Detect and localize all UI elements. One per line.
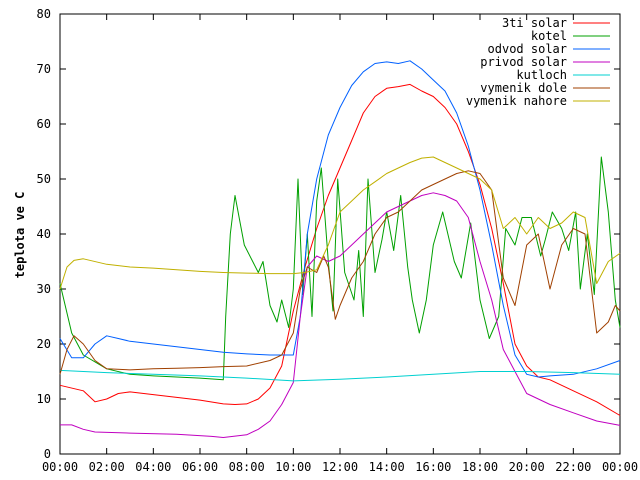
- x-tick-label: 08:00: [229, 460, 265, 474]
- series-line-vymenik-nahore: [59, 156, 621, 290]
- axes: [59, 13, 621, 455]
- legend-label-kutloch: kutloch: [516, 68, 567, 82]
- y-tick-label: 20: [37, 337, 51, 351]
- legend-label-vymenik-nahore: vymenik nahore: [466, 94, 567, 108]
- x-tick-label: 16:00: [415, 460, 451, 474]
- x-tick-label: 06:00: [182, 460, 218, 474]
- series-line-privod-solar: [60, 192, 621, 438]
- x-tick-label: 14:00: [369, 460, 405, 474]
- tick-labels: 0 10 20 30 40 50 60 70 80 00:00 02:00 04:00 06:00 08:…: [37, 7, 639, 474]
- y-axis-label: teplota ve C: [13, 192, 27, 279]
- legend-label-3ti-solar: 3ti solar: [502, 16, 567, 30]
- x-tick-label: 12:00: [322, 460, 358, 474]
- x-tick-label: 00:00: [602, 460, 638, 474]
- x-tick-label: 04:00: [135, 460, 171, 474]
- y-tick-label: 50: [37, 172, 51, 186]
- x-tick-label: 22:00: [555, 460, 591, 474]
- legend-label-privod-solar: privod solar: [480, 55, 567, 69]
- y-tick-label: 80: [37, 7, 51, 21]
- series-line-odvod-solar: [59, 60, 621, 378]
- y-tick-label: 70: [37, 62, 51, 76]
- x-tick-label: 02:00: [89, 460, 125, 474]
- y-tick-label: 0: [44, 447, 51, 461]
- series-line-3ti-solar: [59, 83, 621, 416]
- y-tick-label: 40: [37, 227, 51, 241]
- series-line-kutloch: [59, 369, 621, 382]
- y-tick-label: 10: [37, 392, 51, 406]
- x-tick-label: 18:00: [462, 460, 498, 474]
- series-line-kotel: [59, 156, 621, 381]
- y-tick-label: 30: [37, 282, 51, 296]
- y-tick-label: 60: [37, 117, 51, 131]
- x-tick-label: 00:00: [42, 460, 78, 474]
- series-line-vymenik-dole: [59, 170, 621, 375]
- legend-label-kotel: kotel: [531, 29, 567, 43]
- series-lines: [59, 60, 621, 438]
- x-tick-label: 20:00: [509, 460, 545, 474]
- legend-label-odvod-solar: odvod solar: [488, 42, 567, 56]
- legend-label-vymenik-dole: vymenik dole: [480, 81, 567, 95]
- x-tick-label: 10:00: [275, 460, 311, 474]
